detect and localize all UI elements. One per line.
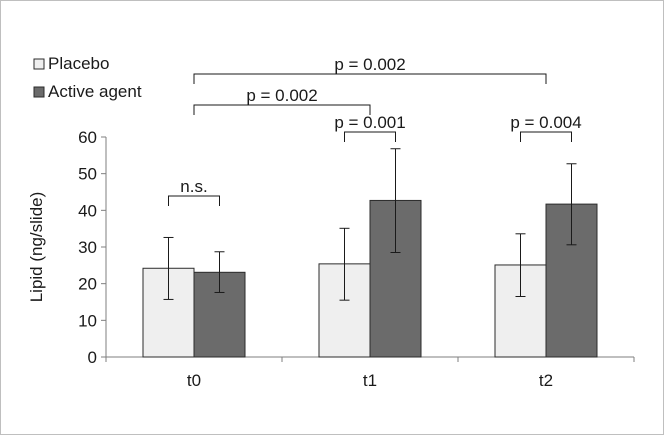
y-tick-label: 20 [78, 275, 97, 294]
significance-label: p = 0.002 [246, 86, 317, 105]
error-bars [163, 148, 577, 301]
bracket-line [193, 73, 547, 84]
y-tick-label: 10 [78, 311, 97, 330]
y-tick-label: 0 [88, 348, 97, 367]
y-tick-label: 60 [78, 128, 97, 147]
significance-annotations: n.s. p = 0.001 p = 0.004 p = 0.002 p = 0.002 [168, 55, 582, 206]
between-bracket: p = 0.002 [193, 55, 547, 84]
bracket-line [193, 104, 371, 115]
y-axis-title: Lipid (ng/slide) [27, 192, 46, 303]
bracket-line [520, 131, 572, 142]
within-bracket: p = 0.004 [510, 113, 582, 142]
y-tick-label: 40 [78, 201, 97, 220]
legend-swatch [33, 58, 45, 70]
x-tick-label: t0 [187, 371, 201, 390]
significance-label: p = 0.004 [510, 113, 581, 132]
significance-label: p = 0.001 [334, 113, 405, 132]
within-bracket: p = 0.001 [334, 113, 406, 142]
x-tick-label: t1 [363, 371, 377, 390]
legend-swatch [33, 86, 45, 98]
legend-label: Placebo [48, 54, 109, 73]
within-bracket: n.s. [168, 177, 220, 206]
x-tick-label: t2 [539, 371, 553, 390]
bracket-line [168, 195, 220, 206]
y-tick-label: 30 [78, 238, 97, 257]
bars [142, 199, 598, 358]
between-bracket: p = 0.002 [193, 86, 371, 115]
bracket-line [344, 131, 396, 142]
y-tick-label: 50 [78, 165, 97, 184]
significance-label: p = 0.002 [334, 55, 405, 74]
legend-label: Active agent [48, 82, 142, 101]
legend: Placebo Active agent [33, 54, 142, 101]
significance-label: n.s. [180, 177, 207, 196]
